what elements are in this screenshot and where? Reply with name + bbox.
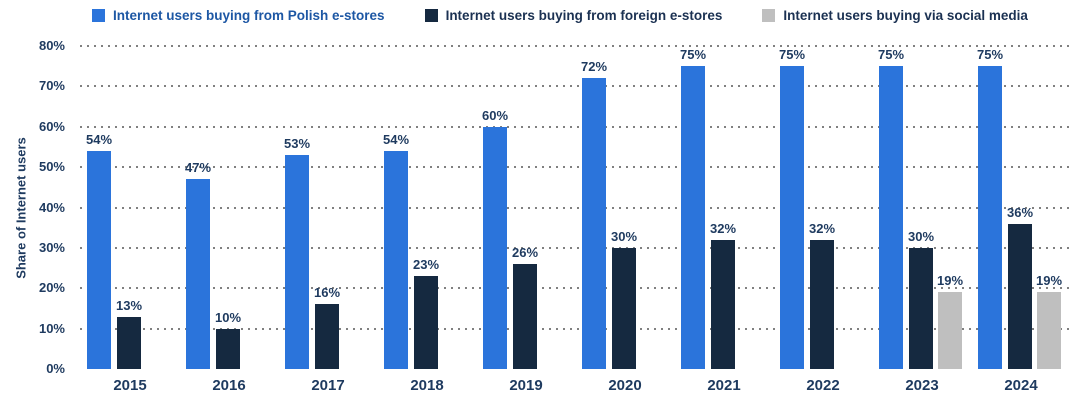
bar-2017-series2 <box>315 304 339 369</box>
value-label: 30% <box>610 228 638 244</box>
value-label: 54% <box>85 131 113 147</box>
value-label: 26% <box>511 245 539 261</box>
legend-label: Internet users buying from foreign e-sto… <box>445 8 723 23</box>
bar-2024-series1 <box>978 66 1002 369</box>
bar-2020-series1 <box>582 78 606 369</box>
bar-2018-series1 <box>384 150 408 369</box>
value-label: 19% <box>936 273 964 289</box>
bar-2024-series3 <box>1037 292 1061 369</box>
legend-item-polish-estores: Internet users buying from Polish e-stor… <box>92 8 385 23</box>
legend-swatch-foreign-estores <box>424 9 438 22</box>
gridline <box>80 246 1073 249</box>
value-label: 47% <box>184 160 212 176</box>
bar-2020-series2 <box>612 247 636 369</box>
x-tick-label-2022: 2022 <box>806 377 840 394</box>
bar-2023-series3 <box>938 292 962 369</box>
value-label: 23% <box>412 257 440 273</box>
bar-2018-series2 <box>414 276 438 369</box>
value-label: 60% <box>481 107 509 123</box>
gridline <box>80 206 1073 209</box>
gridline <box>80 125 1073 128</box>
y-tick-label: 60% <box>38 118 65 134</box>
legend-swatch-social-media <box>762 9 776 22</box>
bar-2022-series1 <box>780 66 804 369</box>
bar-2022-series2 <box>810 239 834 369</box>
legend-item-foreign-estores: Internet users buying from foreign e-sto… <box>424 8 723 23</box>
bar-2017-series1 <box>285 155 309 369</box>
y-tick-label: 0% <box>46 361 65 376</box>
legend-item-social-media: Internet users buying via social media <box>762 8 1028 23</box>
plot-area: 0% 10% 20% 30% 40% 50% 60% 70% 80% 54% 47% 53% 54% 60… <box>39 38 1073 376</box>
bar-2021-series1 <box>681 66 705 369</box>
value-label: 53% <box>283 136 311 152</box>
value-label: 30% <box>907 228 935 244</box>
value-label: 75% <box>778 47 806 63</box>
x-tick-label-2015: 2015 <box>113 377 147 394</box>
value-label: 75% <box>877 47 905 63</box>
x-tick-label-2018: 2018 <box>410 377 444 394</box>
x-tick-label-2023: 2023 <box>905 377 939 394</box>
value-label: 13% <box>115 297 143 313</box>
y-tick-label: 70% <box>38 78 65 94</box>
y-tick-label: 80% <box>38 38 65 53</box>
bar-2015-series2 <box>117 316 141 369</box>
y-tick-label: 30% <box>38 239 65 255</box>
bar-2019-series2 <box>513 264 537 369</box>
x-tick-label-2024: 2024 <box>1004 377 1038 394</box>
gridline <box>80 287 1073 290</box>
gridline <box>80 45 1073 47</box>
x-tick-label-2016: 2016 <box>212 377 246 394</box>
y-tick-label: 40% <box>38 199 65 215</box>
gridline <box>80 327 1073 330</box>
bar-2021-series2 <box>711 239 735 369</box>
legend-swatch-polish-estores <box>92 9 105 22</box>
bar-2015-series1 <box>87 150 111 369</box>
x-tick-label-2019: 2019 <box>509 377 543 394</box>
bar-2023-series1 <box>879 66 903 369</box>
value-label: 54% <box>382 131 410 147</box>
x-tick-label-2021: 2021 <box>707 377 741 394</box>
value-label: 32% <box>808 220 836 236</box>
value-label: 32% <box>709 220 737 236</box>
legend-label: Internet users buying from Polish e-stor… <box>113 8 385 23</box>
y-tick-label: 10% <box>38 320 65 336</box>
value-label: 75% <box>679 47 707 63</box>
value-label: 36% <box>1006 204 1034 220</box>
gridline <box>80 85 1073 88</box>
value-label: 19% <box>1035 273 1063 289</box>
y-tick-label: 20% <box>38 280 65 296</box>
value-label: 75% <box>976 47 1004 63</box>
chart-legend: Internet users buying from Polish e-stor… <box>92 8 1028 23</box>
legend-label: Internet users buying via social media <box>783 8 1028 23</box>
y-tick-label: 50% <box>38 159 65 175</box>
gridline <box>80 166 1073 169</box>
value-label: 16% <box>313 285 341 301</box>
bar-2016-series1 <box>186 179 210 369</box>
bar-2016-series2 <box>216 328 240 369</box>
x-tick-label-2017: 2017 <box>311 377 345 394</box>
x-tick-label-2020: 2020 <box>608 377 642 394</box>
bar-2019-series1 <box>483 126 507 369</box>
value-label: 10% <box>214 309 242 325</box>
value-label: 72% <box>580 59 608 75</box>
bar-2023-series2 <box>909 247 933 369</box>
bar-2024-series2 <box>1008 223 1032 369</box>
